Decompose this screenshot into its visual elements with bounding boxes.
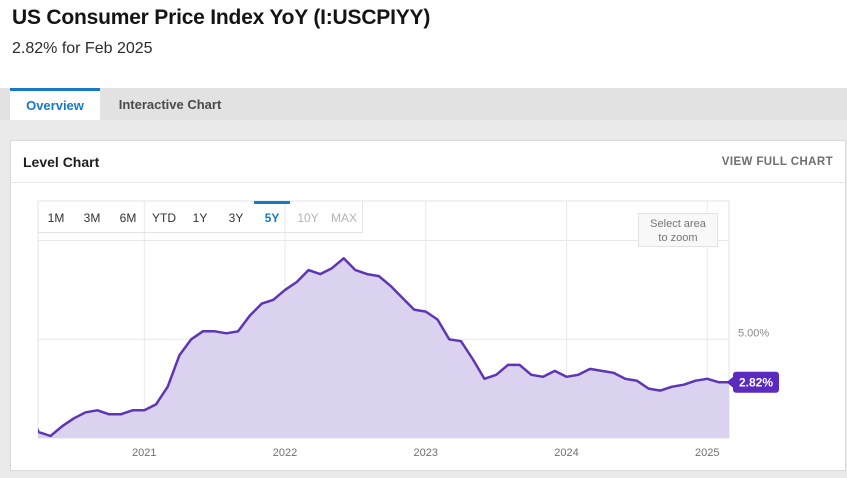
chart-body: 2021 2022 2023 2024 2025 5.00% 2.82% 1M 3M 6M YTD…: [11, 183, 845, 471]
page-title: US Consumer Price Index YoY (I:USCPIYY): [12, 6, 431, 29]
x-axis-label-2022: 2022: [273, 447, 297, 459]
select-area-hint-line2: to zoom: [658, 232, 698, 244]
range-button-1y[interactable]: 1Y: [192, 211, 208, 225]
page-subtitle: 2.82% for Feb 2025: [12, 40, 153, 57]
range-button-1m[interactable]: 1M: [47, 211, 65, 225]
x-axis-label-2025: 2025: [695, 447, 719, 459]
view-full-chart-link[interactable]: VIEW FULL CHART: [721, 156, 833, 168]
content-area: Level Chart VIEW FULL CHART 2021 2022 2023…: [0, 120, 847, 478]
range-button-6m[interactable]: 6M: [119, 211, 137, 225]
tab-interactive-chart[interactable]: Interactive Chart: [118, 96, 222, 112]
range-button-5y[interactable]: 5Y: [254, 201, 290, 233]
range-button-10y: 10Y: [297, 211, 319, 225]
x-axis-label-2023: 2023: [414, 447, 438, 459]
tab-overview[interactable]: Overview: [10, 88, 100, 120]
x-axis-label-2021: 2021: [132, 447, 156, 459]
area-fill: [38, 258, 729, 438]
select-area-hint: Select area to zoom: [638, 213, 718, 247]
page-header: US Consumer Price Index YoY (I:USCPIYY) …: [0, 0, 847, 88]
select-area-hint-line1: Select area: [650, 218, 706, 230]
tab-bar: Overview Interactive Chart: [0, 88, 847, 120]
last-value-badge-text: 2.82%: [739, 375, 773, 389]
level-chart-panel: Level Chart VIEW FULL CHART 2021 2022 2023…: [10, 140, 846, 471]
panel-header: Level Chart VIEW FULL CHART: [11, 141, 845, 183]
range-button-ytd[interactable]: YTD: [152, 211, 176, 225]
level-chart[interactable]: 2021 2022 2023 2024 2025 5.00% 2.82%: [11, 183, 845, 471]
range-button-max: MAX: [330, 211, 357, 225]
panel-title: Level Chart: [23, 154, 100, 170]
price-line: [38, 257, 729, 438]
range-button-3y[interactable]: 3Y: [228, 211, 244, 225]
range-button-3m[interactable]: 3M: [83, 211, 101, 225]
range-selector: 1M 3M 6M YTD 1Y 3Y 5Y 10Y MAX: [38, 201, 363, 233]
y-axis-label: 5.00%: [738, 327, 769, 339]
x-axis-label-2024: 2024: [554, 447, 578, 459]
last-value-badge: 2.82%: [726, 371, 779, 393]
